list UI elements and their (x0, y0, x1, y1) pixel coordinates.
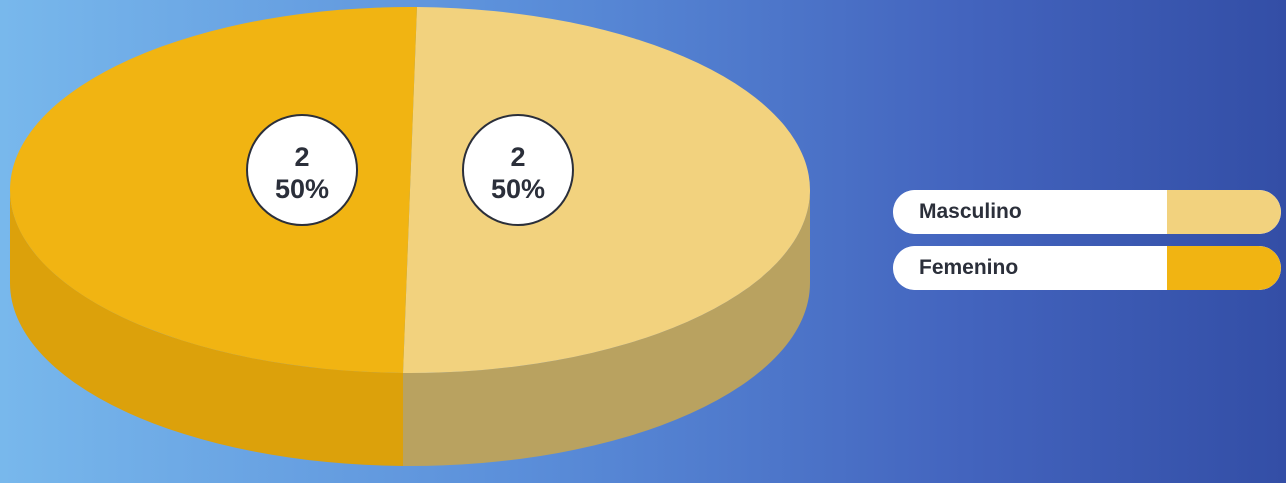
pie-side-masculino (403, 190, 810, 466)
pie-data-labels: 250%250% (246, 114, 574, 226)
data-label-masculino: 250% (461, 114, 574, 226)
data-label-value: 2 (295, 142, 310, 172)
pie-side-walls (10, 190, 810, 466)
data-label-percent: 50% (275, 174, 329, 204)
data-label-percent: 50% (491, 174, 545, 204)
pie-slice-masculino (403, 7, 811, 374)
chart-legend: Masculino Femenino (893, 190, 1283, 302)
legend-label-masculino: Masculino (893, 190, 1167, 234)
legend-swatch-masculino (1167, 190, 1281, 234)
pie-slice-femenino (9, 7, 417, 373)
pie-chart-svg: 250%250% (9, 7, 811, 466)
legend-item-femenino: Femenino (893, 246, 1281, 290)
data-label-badge (246, 114, 359, 226)
legend-label-femenino: Femenino (893, 246, 1167, 290)
data-label-badge (461, 114, 574, 226)
legend-item-masculino: Masculino (893, 190, 1281, 234)
legend-swatch-femenino (1167, 246, 1281, 290)
data-label-femenino: 250% (246, 114, 359, 226)
pie-side-femenino (10, 190, 404, 466)
data-label-value: 2 (510, 142, 525, 172)
pie-top (9, 7, 811, 374)
